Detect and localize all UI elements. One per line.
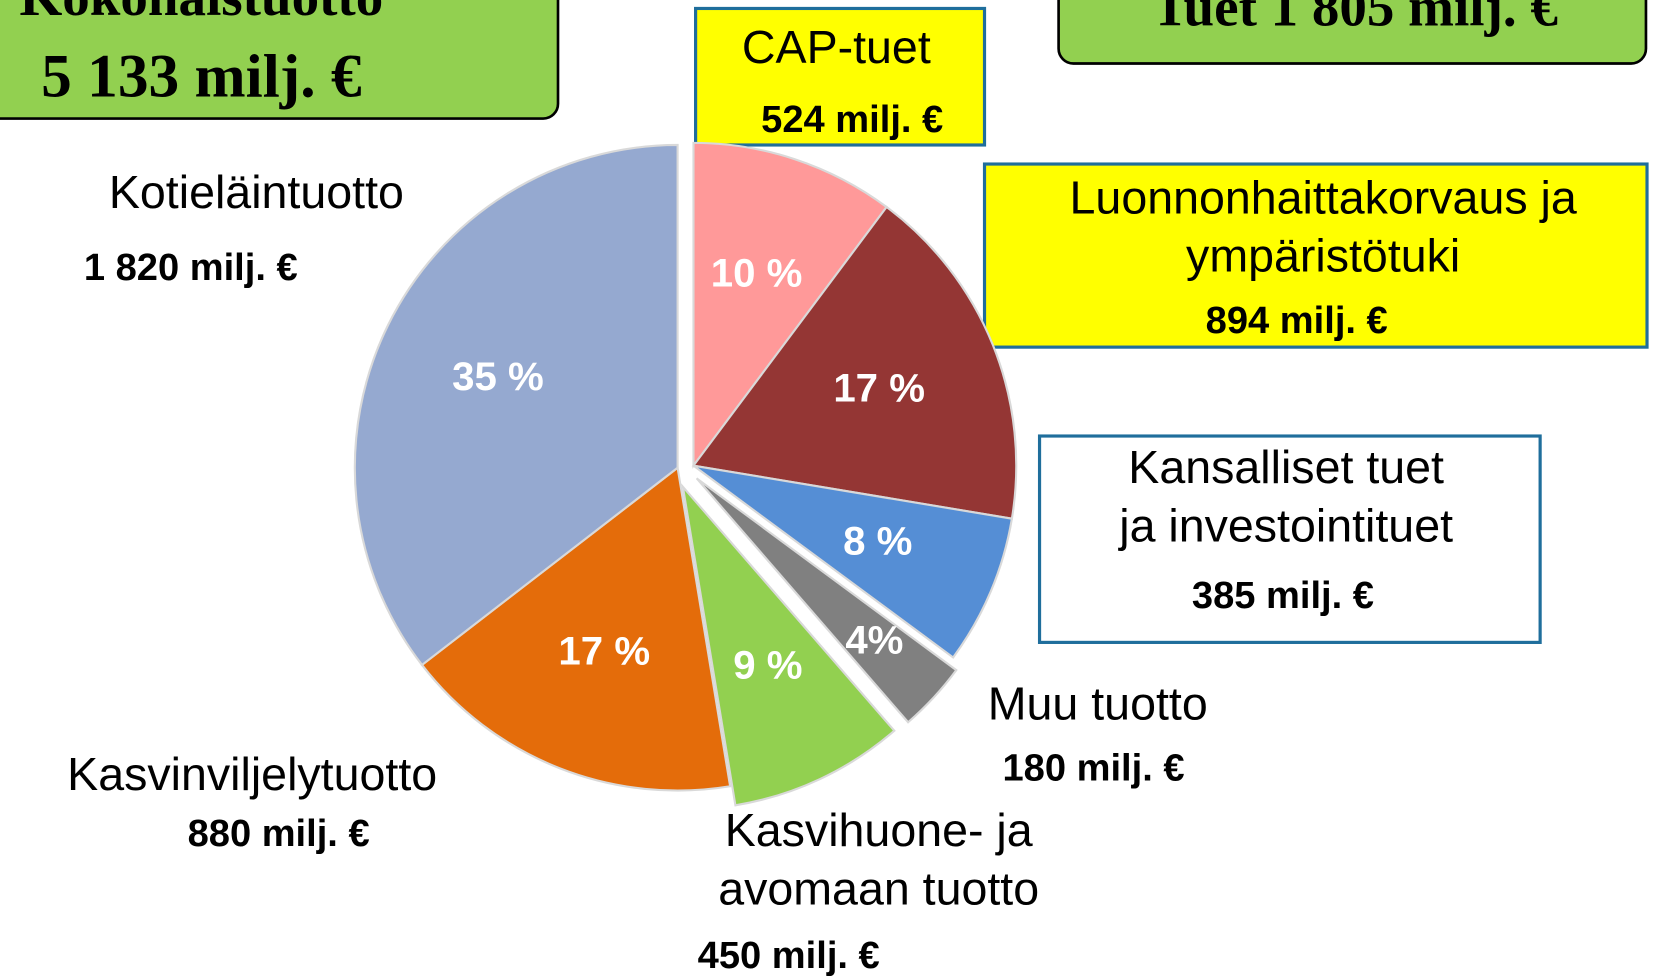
value-label: 385 milj. € bbox=[1192, 575, 1374, 617]
share-label: 35 % bbox=[452, 354, 544, 399]
category-label: ympäristötuki bbox=[1186, 230, 1460, 282]
value-label: 1 820 milj. € bbox=[84, 247, 298, 289]
support-box bbox=[1057, 0, 1648, 65]
chart-title: Kokonaistuotto bbox=[19, 0, 383, 27]
pie-slice bbox=[681, 483, 896, 807]
category-label: Kotieläintuotto bbox=[109, 166, 404, 218]
share-label: 10 % bbox=[711, 250, 803, 295]
category-label: ja investointituet bbox=[1117, 499, 1453, 551]
value-label: 450 milj. € bbox=[698, 935, 880, 977]
support-title: Tuet 1 805 milj. € bbox=[1152, 0, 1558, 37]
category-label: Kasvihuone- ja bbox=[725, 804, 1033, 856]
share-label: 9 % bbox=[733, 643, 802, 688]
label-box bbox=[1037, 434, 1542, 644]
category-label: Kasvinviljelytuotto bbox=[67, 748, 437, 800]
category-label: avomaan tuotto bbox=[718, 862, 1039, 914]
share-label: 17 % bbox=[833, 366, 925, 411]
share-label: 4% bbox=[845, 617, 903, 662]
value-label: 180 milj. € bbox=[1002, 748, 1184, 790]
pie-slice bbox=[692, 141, 889, 469]
category-label: Luonnonhaittakorvaus ja bbox=[1070, 171, 1577, 223]
value-label: 524 milj. € bbox=[761, 99, 943, 141]
share-label: 17 % bbox=[558, 629, 650, 674]
category-label: Kansalliset tuet bbox=[1128, 441, 1444, 493]
pie-slice bbox=[695, 477, 958, 724]
share-label: 8 % bbox=[843, 518, 912, 563]
label-box bbox=[982, 162, 1649, 349]
value-label: 880 milj. € bbox=[188, 813, 370, 855]
value-label: 894 milj. € bbox=[1206, 300, 1388, 342]
pie-slice bbox=[691, 205, 1018, 520]
label-box bbox=[694, 6, 987, 147]
chart-subtitle: 5 133 milj. € bbox=[41, 43, 361, 111]
category-label: CAP-tuet bbox=[742, 21, 931, 73]
total-box bbox=[0, 0, 560, 120]
pie-slice bbox=[353, 143, 679, 667]
category-label: Muu tuotto bbox=[988, 677, 1208, 729]
pie-slice bbox=[692, 464, 1014, 659]
pie-slice bbox=[420, 465, 732, 792]
